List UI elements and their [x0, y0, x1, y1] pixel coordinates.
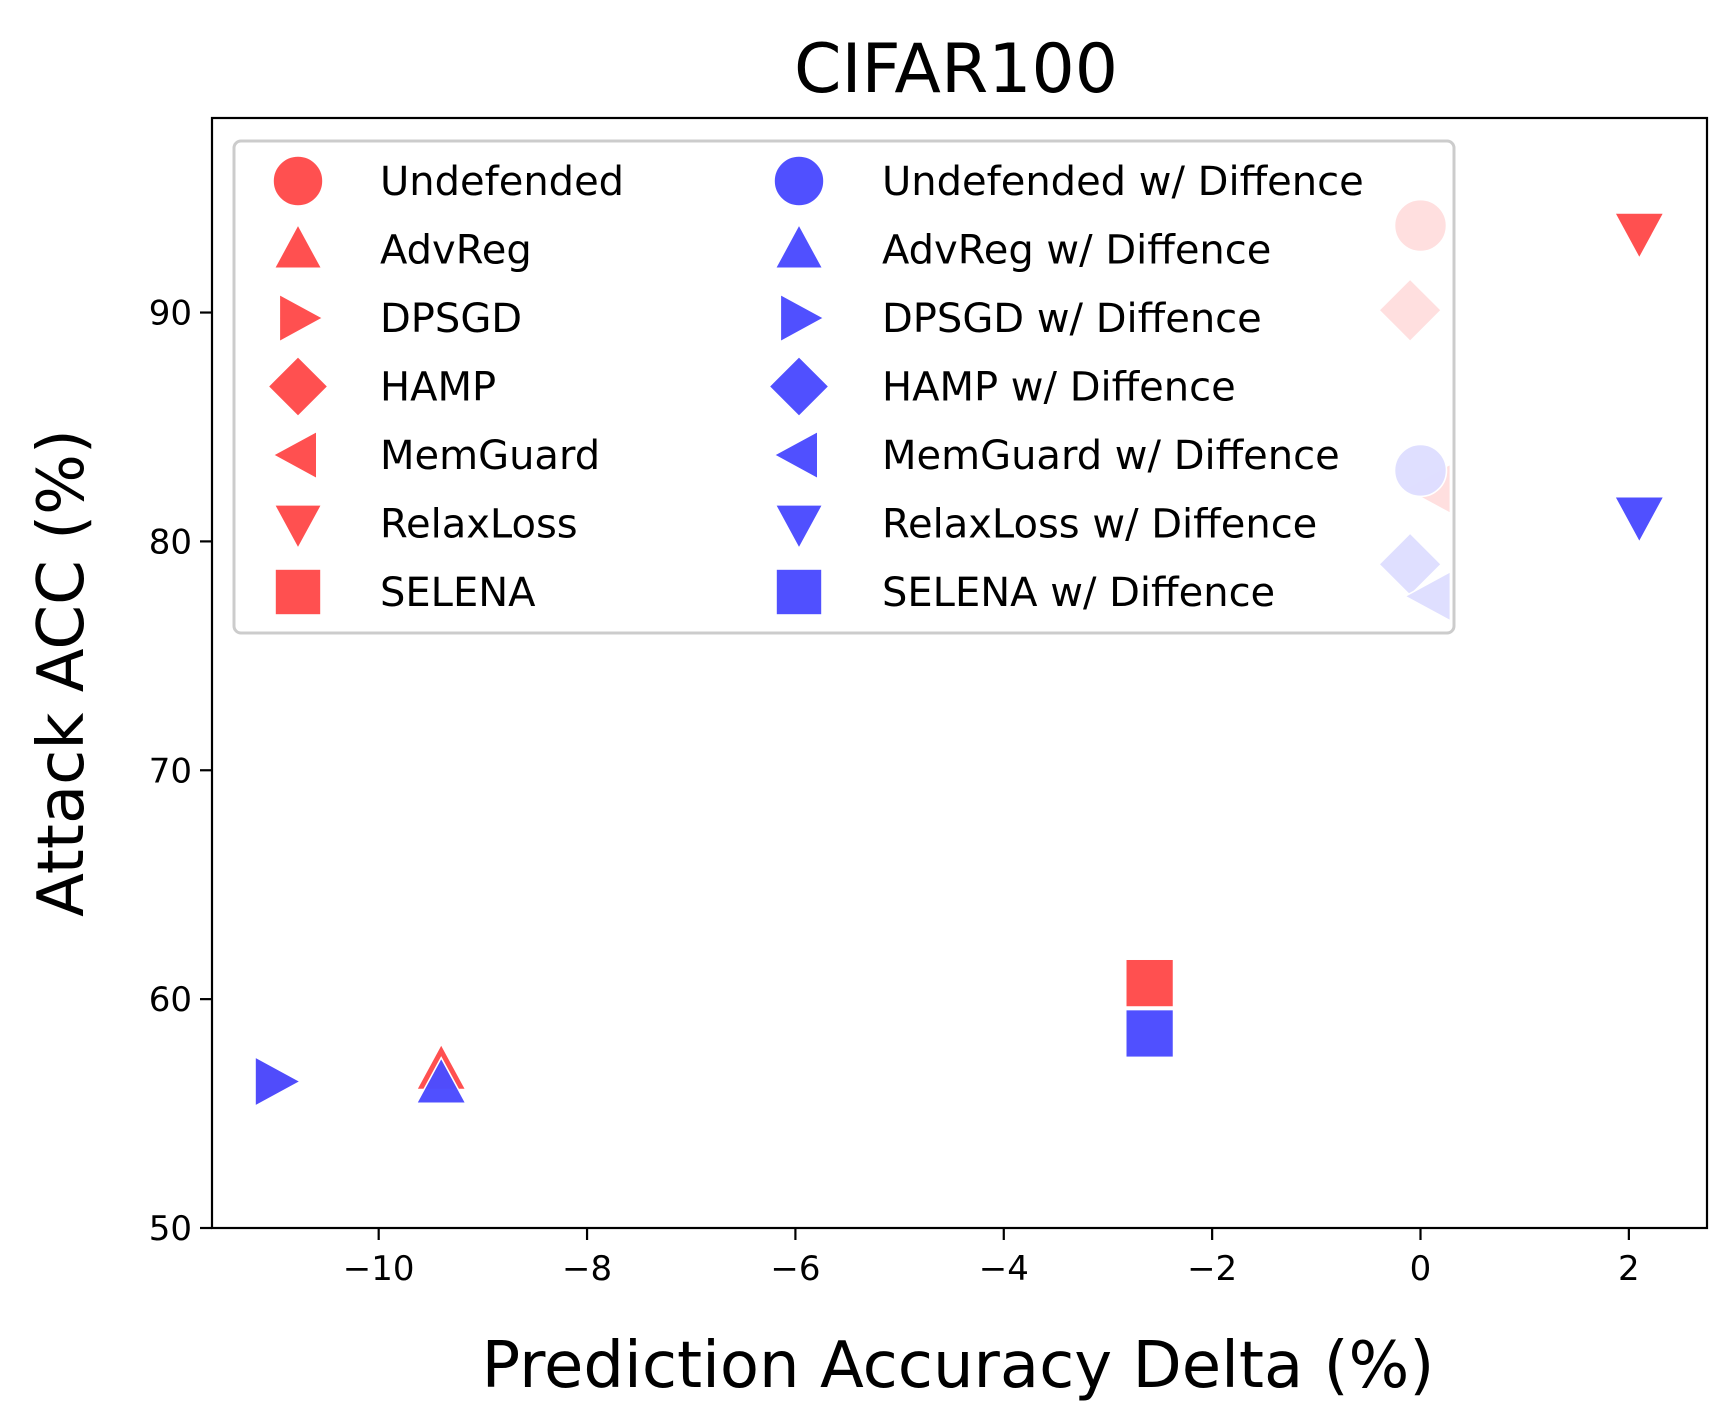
legend-label-undefended-w-diffence: Undefended w/ Diffence — [882, 159, 1364, 205]
point-selena-w-diffence-0 — [1124, 1008, 1175, 1059]
legend-marker-dpsgd — [278, 292, 325, 344]
legend-label-memguard: MemGuard — [380, 433, 600, 479]
x-tick-label: −8 — [562, 1249, 612, 1289]
legend-marker-memguard-w-diffence — [772, 429, 819, 481]
y-axis-ticks: 50 60 70 80 90 — [149, 294, 212, 1249]
legend-label-memguard-w-diffence: MemGuard w/ Diffence — [882, 433, 1340, 479]
legend-marker-relaxloss — [272, 503, 324, 551]
legend: Undefended AdvReg DPSGD HAMP MemGuard RelaxLo… — [232, 139, 1456, 635]
point-selena-0 — [1124, 958, 1175, 1008]
legend-box — [232, 139, 1456, 635]
legend-label-relaxloss: RelaxLoss — [380, 502, 578, 548]
legend-marker-selena-w-diffence — [775, 568, 823, 616]
point-relaxloss-w-diffence-0 — [1613, 495, 1666, 544]
legend-marker-undefended-w-diffence — [773, 155, 825, 207]
point-advreg-w-diffence-0 — [415, 1056, 468, 1105]
legend-label-dpsgd: DPSGD — [380, 296, 522, 342]
legend-marker-selena — [274, 568, 322, 616]
legend-label-undefended: Undefended — [380, 159, 624, 205]
legend-label-hamp: HAMP — [380, 365, 496, 411]
legend-label-advreg: AdvReg — [380, 228, 532, 274]
x-tick-label: −6 — [770, 1249, 820, 1289]
legend-marker-memguard — [271, 429, 318, 481]
plot-frame — [210, 116, 1709, 1230]
x-axis-label: Prediction Accuracy Delta (%) — [482, 1329, 1435, 1403]
chart-title: CIFAR100 — [794, 30, 1118, 109]
legend-marker-dpsgd-w-diffence — [779, 292, 826, 344]
point-relaxloss-0 — [1613, 212, 1666, 261]
point-dpsgd-w-diffence-0 — [254, 1055, 303, 1108]
legend-marker-hamp — [266, 355, 330, 418]
y-tick-label: 90 — [149, 294, 192, 334]
y-axis-label: Attack ACC (%) — [25, 429, 99, 917]
x-axis-ticks: −10 −8 −6 −4 −2 0 2 — [343, 1228, 1640, 1289]
legend-label-selena-w-diffence: SELENA w/ Diffence — [882, 570, 1275, 616]
y-tick-label: 60 — [149, 980, 192, 1020]
legend-label-dpsgd-w-diffence: DPSGD w/ Diffence — [882, 296, 1262, 342]
y-tick-label: 80 — [149, 522, 192, 562]
x-tick-label: −2 — [1187, 1249, 1237, 1289]
y-tick-label: 70 — [149, 751, 192, 791]
legend-marker-advreg-w-diffence — [773, 222, 825, 270]
legend-marker-advreg — [272, 222, 324, 270]
legend-label-relaxloss-w-diffence: RelaxLoss w/ Diffence — [882, 502, 1317, 548]
x-tick-label: −10 — [343, 1249, 415, 1289]
legend-marker-hamp-w-diffence — [767, 355, 831, 418]
legend-marker-undefended — [272, 155, 324, 207]
x-tick-label: 2 — [1618, 1249, 1640, 1289]
x-tick-label: 0 — [1410, 1249, 1432, 1289]
y-tick-label: 50 — [149, 1209, 192, 1249]
x-tick-label: −4 — [979, 1249, 1029, 1289]
legend-label-selena: SELENA — [380, 570, 536, 616]
legend-marker-relaxloss-w-diffence — [773, 503, 825, 551]
legend-label-hamp-w-diffence: HAMP w/ Diffence — [882, 365, 1236, 411]
legend-label-advreg-w-diffence: AdvReg w/ Diffence — [882, 228, 1271, 274]
